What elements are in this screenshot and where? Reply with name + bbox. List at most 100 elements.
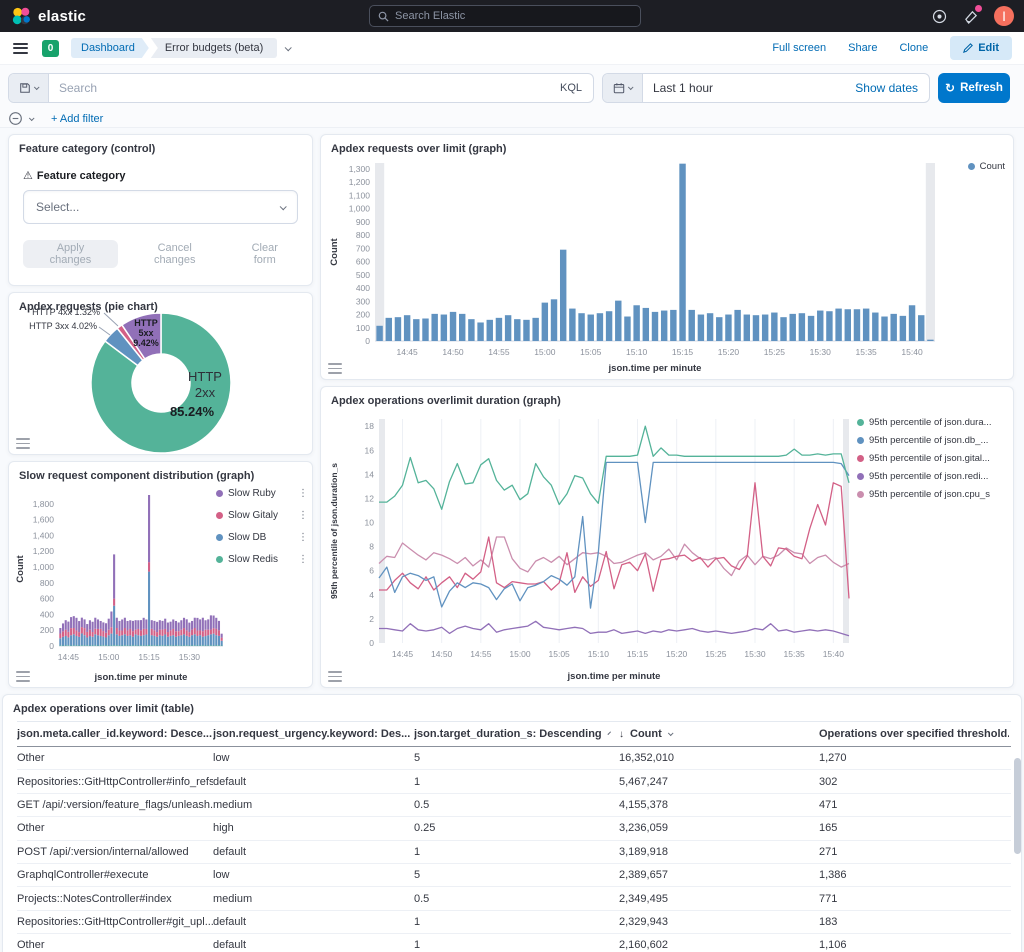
nav-action-link[interactable]: Clone [899, 42, 929, 54]
table-cell: 1 [414, 915, 421, 928]
table-row[interactable]: POST /api/:version/internal/allowed defau… [17, 841, 1011, 864]
svg-text:800: 800 [356, 230, 370, 240]
table-cell: 5 [414, 752, 421, 765]
refresh-button[interactable]: ↻ Refresh [938, 73, 1010, 103]
nav-action-link[interactable]: Share [848, 42, 878, 54]
table-cell: Other [17, 822, 45, 835]
table-row[interactable]: Projects::NotesController#index medium 0.5… [17, 887, 1011, 911]
legend-item[interactable]: Slow Redis ⋮ [216, 554, 308, 565]
chevron-down-icon [33, 84, 40, 91]
feature-category-select[interactable]: Select... [23, 190, 298, 224]
legend-label: Slow DB [228, 532, 267, 543]
kql-toggle[interactable]: KQL [559, 82, 582, 94]
clear-form-button[interactable]: Clear form [232, 240, 298, 268]
stacked-bar-chart[interactable]: 0 200 400 600 800 1,000 1,200 1,400 1,600 1,800 14… [13, 486, 227, 689]
line-chart[interactable]: 0 2 4 6 8 10 12 14 16 18 14:45 14:50 14:55 15:00 15:05… [327, 411, 855, 688]
table-row[interactable]: Other high 0.25 3,236,059 165 [17, 817, 1011, 841]
nav-action-link[interactable]: Full screen [772, 42, 827, 54]
breadcrumb-caret-icon[interactable] [284, 43, 293, 51]
table-cell: 2,349,495 [619, 892, 668, 905]
svg-text:1,200: 1,200 [33, 546, 55, 556]
panel-title: Slow request component distribution (gra… [19, 470, 255, 482]
table-cell: 1 [414, 775, 421, 788]
table-row[interactable]: Repositories::GitHttpController#info_ref… [17, 770, 1011, 794]
table-column-header[interactable]: Operations over specified threshold... [819, 728, 1009, 740]
newsfeed-icon[interactable] [962, 5, 982, 25]
table-cell: 1,106 [819, 939, 847, 952]
elastic-logo[interactable]: elastic [0, 7, 86, 26]
table-cell: medium [213, 892, 253, 905]
legend-item[interactable]: 95th percentile of json.redi... [857, 471, 1007, 482]
table-row[interactable]: Other low 5 16,352,010 1,270 [17, 747, 1011, 771]
legend-item[interactable]: Slow DB ⋮ [216, 532, 308, 543]
table-row[interactable]: Other default 1 2,160,602 1,106 [17, 934, 1011, 952]
chevron-down-icon[interactable] [667, 730, 674, 737]
menu-icon[interactable] [13, 42, 28, 54]
panel-options-icon[interactable] [328, 671, 342, 682]
svg-text:14:55: 14:55 [470, 649, 492, 659]
kebab-menu-icon[interactable]: ⋮ [298, 488, 308, 499]
global-search[interactable] [369, 5, 641, 27]
panel-options-icon[interactable] [16, 438, 30, 449]
breadcrumb-item[interactable]: Error budgets (beta) [150, 38, 278, 58]
legend-item[interactable]: Count [967, 161, 1005, 172]
legend-dot [857, 437, 864, 444]
table-row[interactable]: Repositories::GitHttpController#git_upl.… [17, 911, 1011, 935]
svg-text:15:20: 15:20 [718, 347, 740, 357]
chart-legend: 95th percentile of json.dura... 95th perc… [857, 417, 1007, 500]
user-avatar[interactable]: | [994, 6, 1014, 26]
svg-text:15:25: 15:25 [764, 347, 786, 357]
table-cell: 471 [819, 798, 838, 811]
legend-label: 95th percentile of json.redi... [869, 471, 989, 482]
legend-item[interactable]: Slow Gitaly ⋮ [216, 510, 308, 521]
time-range-value[interactable]: Last 1 hour [653, 81, 714, 95]
pie-chart[interactable]: HTTP 2xx 85.24% HTTP 5xx 9.42% HTTP 4xx 1.32% H… [9, 293, 312, 459]
legend-item[interactable]: 95th percentile of json.gital... [857, 453, 1007, 464]
date-quick-select-button[interactable] [603, 74, 643, 102]
table-cell: 165 [819, 822, 838, 835]
legend-dot [967, 163, 975, 170]
edit-button[interactable]: Edit [950, 36, 1012, 60]
kebab-menu-icon[interactable]: ⋮ [298, 510, 308, 521]
panel-options-icon[interactable] [16, 671, 30, 682]
chevron-down-icon[interactable] [607, 731, 611, 736]
legend-item[interactable]: 95th percentile of json.cpu_s [857, 489, 1007, 500]
svg-text:600: 600 [356, 257, 370, 267]
table-column-header[interactable]: json.request_urgency.keyword: Des... [213, 728, 414, 740]
help-icon[interactable] [930, 7, 948, 25]
saved-query-button[interactable] [9, 74, 49, 102]
kebab-menu-icon[interactable]: ⋮ [298, 554, 308, 565]
table-column-header[interactable]: json.target_duration_s: Descending [414, 728, 619, 740]
svg-text:900: 900 [356, 217, 370, 227]
svg-text:1,100: 1,100 [349, 190, 371, 200]
table-column-header[interactable]: ↓ Count [619, 728, 819, 740]
page-scrollbar-thumb[interactable] [1014, 758, 1021, 854]
show-dates-link[interactable]: Show dates [855, 81, 918, 95]
breadcrumb-item[interactable]: Dashboard [71, 38, 149, 58]
table-column-header[interactable]: json.meta.caller_id.keyword: Desce... [17, 728, 213, 740]
cancel-changes-button[interactable]: Cancel changes [128, 240, 222, 268]
kebab-menu-icon[interactable]: ⋮ [298, 532, 308, 543]
apply-changes-button[interactable]: Apply changes [23, 240, 118, 268]
add-filter-link[interactable]: + Add filter [51, 112, 104, 125]
filter-options-icon[interactable] [8, 111, 23, 126]
legend-item[interactable]: 95th percentile of json.dura... [857, 417, 1007, 428]
legend-item[interactable]: 95th percentile of json.db_... [857, 435, 1007, 446]
svg-text:10: 10 [365, 518, 375, 528]
legend-dot [216, 534, 223, 541]
svg-text:15:15: 15:15 [138, 652, 160, 662]
global-search-input[interactable] [395, 10, 595, 22]
panel-options-icon[interactable] [328, 363, 342, 374]
kql-search-input[interactable] [49, 81, 549, 95]
column-label: json.meta.caller_id.keyword: Desce... [17, 728, 213, 740]
table-row[interactable]: GET /api/:version/feature_flags/unleash.… [17, 794, 1011, 818]
table-row[interactable]: GraphqlController#execute low 5 2,389,657 1,… [17, 864, 1011, 888]
global-header: elastic | [0, 0, 1024, 32]
table-header-row: json.meta.caller_id.keyword: Desce... jso… [17, 721, 1011, 747]
legend-item[interactable]: Slow Ruby ⋮ [216, 488, 308, 499]
space-badge[interactable]: 0 [42, 39, 59, 57]
svg-text:15:40: 15:40 [823, 649, 845, 659]
chevron-down-icon[interactable] [28, 114, 35, 121]
bar-chart[interactable]: 0 100 200 300 400 500 600 700 800 900 1,000 1,100 1,… [327, 157, 939, 380]
